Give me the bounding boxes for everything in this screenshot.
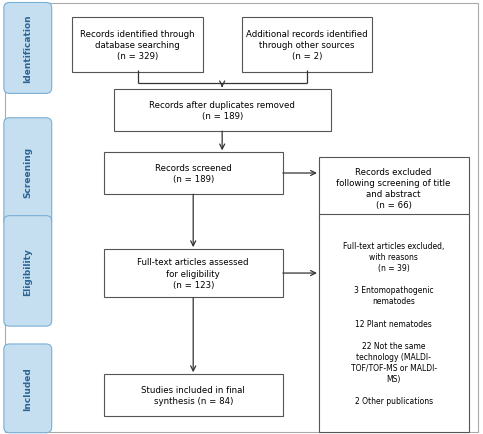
FancyBboxPatch shape bbox=[72, 18, 203, 72]
FancyBboxPatch shape bbox=[104, 250, 283, 297]
Text: Screening: Screening bbox=[23, 147, 32, 198]
Text: Additional records identified
through other sources
(n = 2): Additional records identified through ot… bbox=[246, 30, 368, 61]
FancyBboxPatch shape bbox=[4, 344, 52, 433]
Text: Included: Included bbox=[23, 367, 32, 410]
Text: Full-text articles assessed
for eligibility
(n = 123): Full-text articles assessed for eligibil… bbox=[138, 258, 249, 289]
FancyBboxPatch shape bbox=[104, 374, 283, 416]
Text: Records identified through
database searching
(n = 329): Records identified through database sear… bbox=[80, 30, 195, 61]
FancyBboxPatch shape bbox=[319, 215, 469, 432]
Text: Records excluded
following screening of title
and abstract
(n = 66): Records excluded following screening of … bbox=[337, 168, 451, 210]
FancyBboxPatch shape bbox=[4, 118, 52, 227]
Text: Records screened
(n = 189): Records screened (n = 189) bbox=[155, 164, 231, 184]
FancyBboxPatch shape bbox=[5, 4, 478, 432]
FancyBboxPatch shape bbox=[319, 158, 469, 220]
FancyBboxPatch shape bbox=[4, 3, 52, 94]
Text: Full-text articles excluded,
with reasons
(n = 39)

3 Entomopathogenic
nematodes: Full-text articles excluded, with reason… bbox=[343, 241, 444, 405]
FancyBboxPatch shape bbox=[104, 153, 283, 194]
FancyBboxPatch shape bbox=[4, 216, 52, 326]
FancyBboxPatch shape bbox=[114, 90, 331, 131]
Text: Identification: Identification bbox=[23, 15, 32, 83]
Text: Eligibility: Eligibility bbox=[23, 247, 32, 295]
FancyBboxPatch shape bbox=[242, 18, 372, 72]
Text: Records after duplicates removed
(n = 189): Records after duplicates removed (n = 18… bbox=[149, 101, 295, 121]
Text: Studies included in final
synthesis (n = 84): Studies included in final synthesis (n =… bbox=[142, 385, 245, 405]
